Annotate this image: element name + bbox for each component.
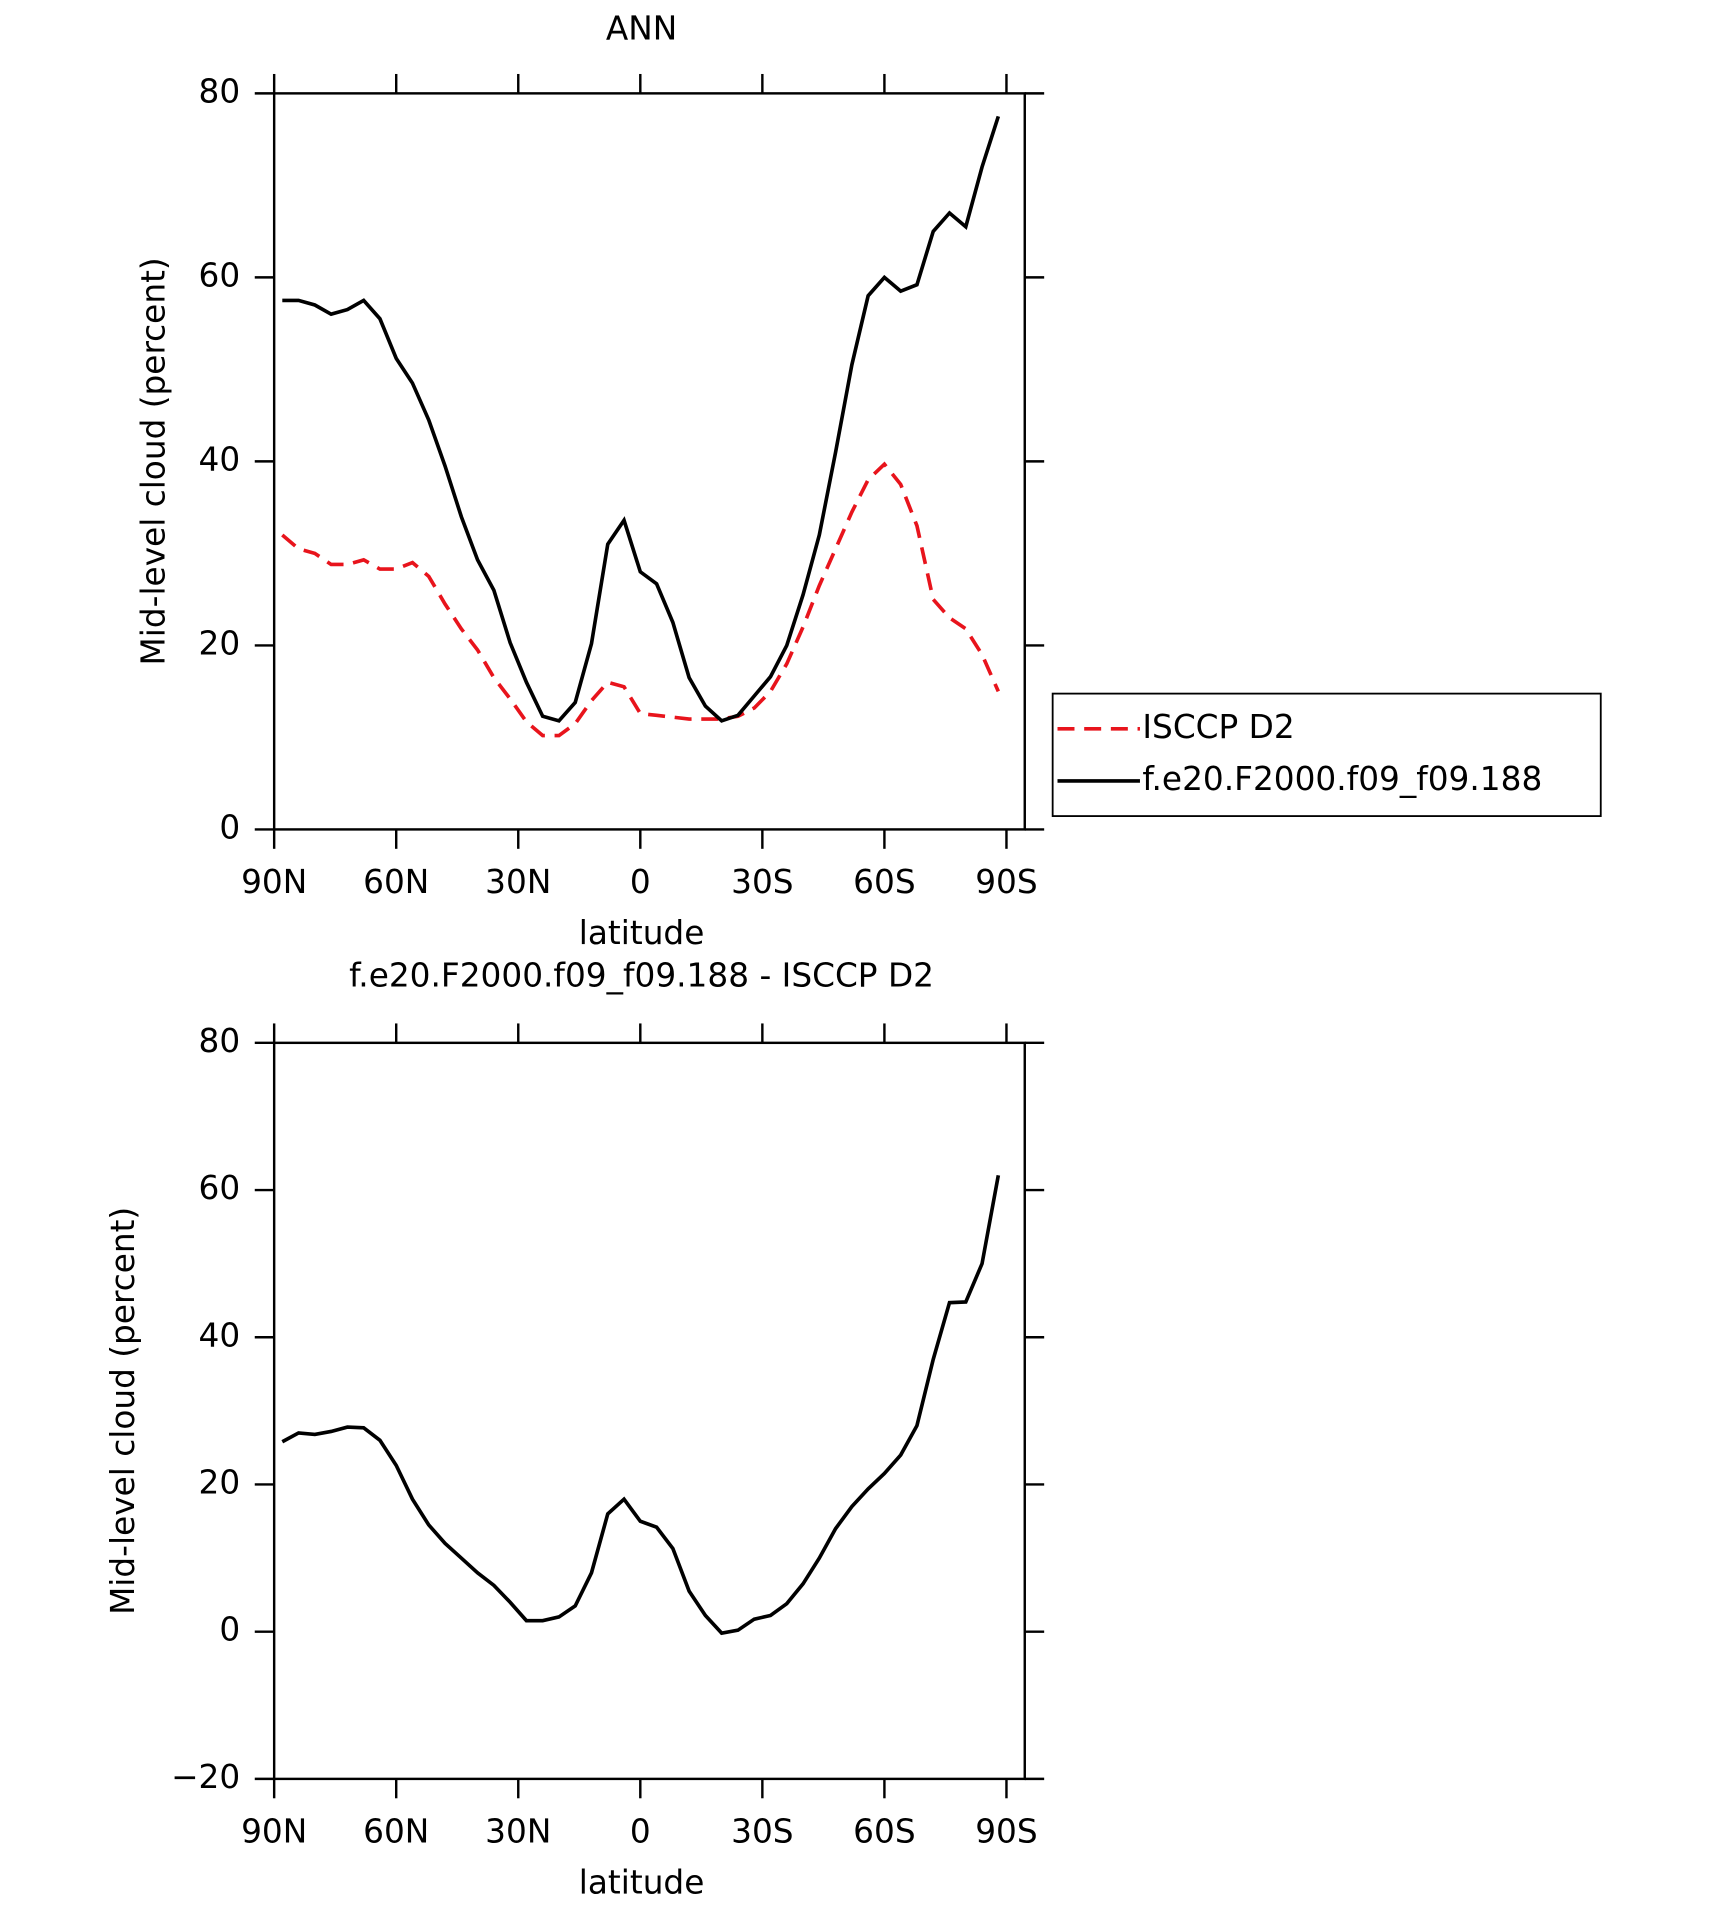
y-tick-label: 80 (199, 1022, 241, 1060)
x-tick-label: 60S (853, 1812, 915, 1850)
y-tick-label: 20 (199, 1463, 241, 1501)
x-tick-label: 30S (731, 1812, 793, 1850)
y-tick-label: 60 (199, 1169, 241, 1207)
legend-label: ISCCP D2 (1142, 708, 1294, 746)
x-tick-label: 30N (485, 863, 551, 901)
x-tick-label: 0 (630, 863, 651, 901)
data-line (281, 1174, 1001, 1636)
chart-title: f.e20.F2000.f09_f09.188 - ISCCP D2 (349, 956, 934, 994)
y-tick-label: 40 (199, 440, 241, 478)
data-line (282, 115, 1001, 723)
x-axis-label: latitude (579, 914, 705, 952)
x-tick-label: 30S (731, 863, 793, 901)
x-tick-label: 90N (241, 863, 307, 901)
plot-frame (272, 1041, 1026, 1781)
y-tick-label: 0 (219, 808, 240, 846)
plot-frame (272, 92, 1026, 831)
y-tick-label: 40 (199, 1316, 241, 1354)
legend-box (1051, 692, 1602, 817)
y-tick-label: −20 (171, 1758, 240, 1796)
x-tick-label: 30N (485, 1812, 551, 1850)
x-tick-label: 60S (853, 863, 915, 901)
x-tick-label: 60N (363, 863, 429, 901)
x-tick-label: 90N (241, 1812, 307, 1850)
chart-title: ANN (606, 9, 677, 47)
x-axis-label: latitude (579, 1863, 705, 1901)
legend-label: f.e20.F2000.f09_f09.188 (1142, 760, 1542, 798)
x-tick-label: 60N (363, 1812, 429, 1850)
y-tick-label: 20 (199, 624, 241, 662)
y-tick-label: 60 (199, 256, 241, 294)
y-axis-label: Mid-level cloud (percent) (104, 1207, 142, 1615)
x-tick-label: 90S (975, 863, 1037, 901)
y-axis-label: Mid-level cloud (percent) (134, 257, 172, 665)
x-tick-label: 90S (975, 1812, 1037, 1850)
y-tick-label: 0 (219, 1611, 240, 1649)
data-line (281, 461, 1000, 738)
y-tick-label: 80 (199, 72, 241, 110)
x-tick-label: 0 (630, 1812, 651, 1850)
